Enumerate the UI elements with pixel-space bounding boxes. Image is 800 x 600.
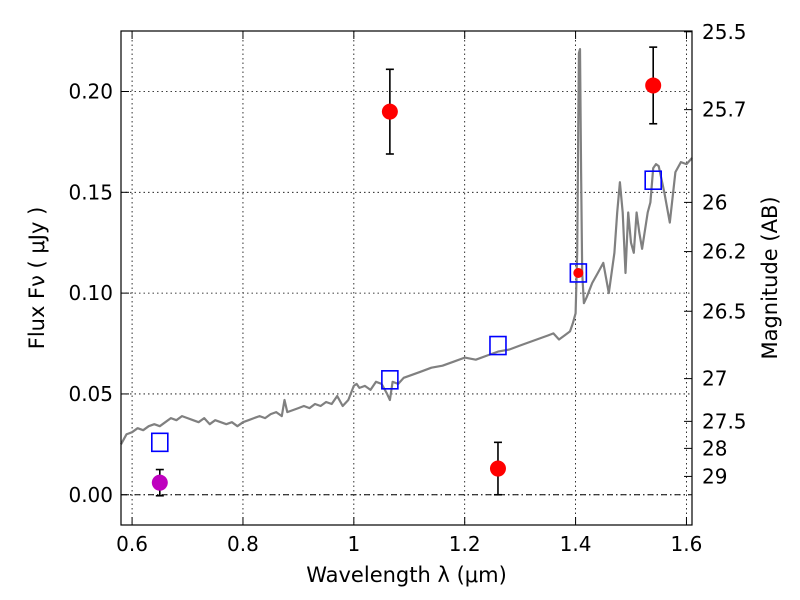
y2-tick-label: 29	[702, 464, 727, 488]
bandpass-square-marker	[381, 370, 399, 390]
y2-tick-label: 27.5	[702, 409, 747, 433]
model-sed-line	[120, 47, 693, 445]
x-tick-label: 0.8	[227, 532, 259, 556]
bandpass-square-marker	[569, 263, 588, 283]
y2-axis-label: Magnitude (AB)	[758, 196, 782, 359]
observed-flux-marker	[151, 474, 168, 491]
observed-flux-marker	[489, 460, 506, 477]
x-tick-label: 1.2	[449, 532, 481, 556]
bandpass-square-marker	[151, 432, 169, 453]
y-tick-label: 0.20	[68, 79, 113, 103]
y-tick-label: 0.00	[68, 483, 113, 507]
x-tick-label: 1	[347, 532, 360, 556]
y2-tick-label: 26.2	[702, 240, 747, 264]
y-axis-label: Flux Fν ( μJy )	[25, 207, 49, 350]
y2-tick-label: 28	[702, 436, 727, 460]
x-tick-label: 1.4	[560, 532, 592, 556]
observed-flux-marker	[645, 77, 662, 94]
y-tick-label: 0.10	[68, 281, 113, 305]
x-tick-label: 1.6	[671, 532, 703, 556]
y2-tick-label: 26	[702, 190, 727, 214]
markers-layer	[151, 46, 662, 497]
model-sed-layer	[120, 47, 693, 445]
y-tick-label: 0.15	[68, 180, 113, 204]
y2-tick-label: 26.5	[702, 299, 747, 323]
y2-tick-label: 25.7	[702, 98, 747, 122]
observed-flux-marker	[573, 267, 584, 278]
y-tick-label: 0.05	[68, 382, 113, 406]
plot-frame	[120, 30, 693, 526]
bandpass-square-marker	[644, 170, 662, 191]
x-tick-label: 0.6	[116, 532, 148, 556]
y2-tick-label: 27	[702, 367, 727, 391]
bandpass-square-marker	[489, 335, 507, 356]
grid	[121, 31, 692, 525]
y2-tick-label: 25.5	[702, 20, 747, 44]
x-axis-label: Wavelength λ (μm)	[306, 563, 507, 587]
ticks: 0.6 0.8 1 1.2 1.4 1.6 0.00 0.05 0.10 0.15 0.20 25.5…	[68, 20, 746, 556]
observed-flux-marker	[381, 103, 398, 120]
